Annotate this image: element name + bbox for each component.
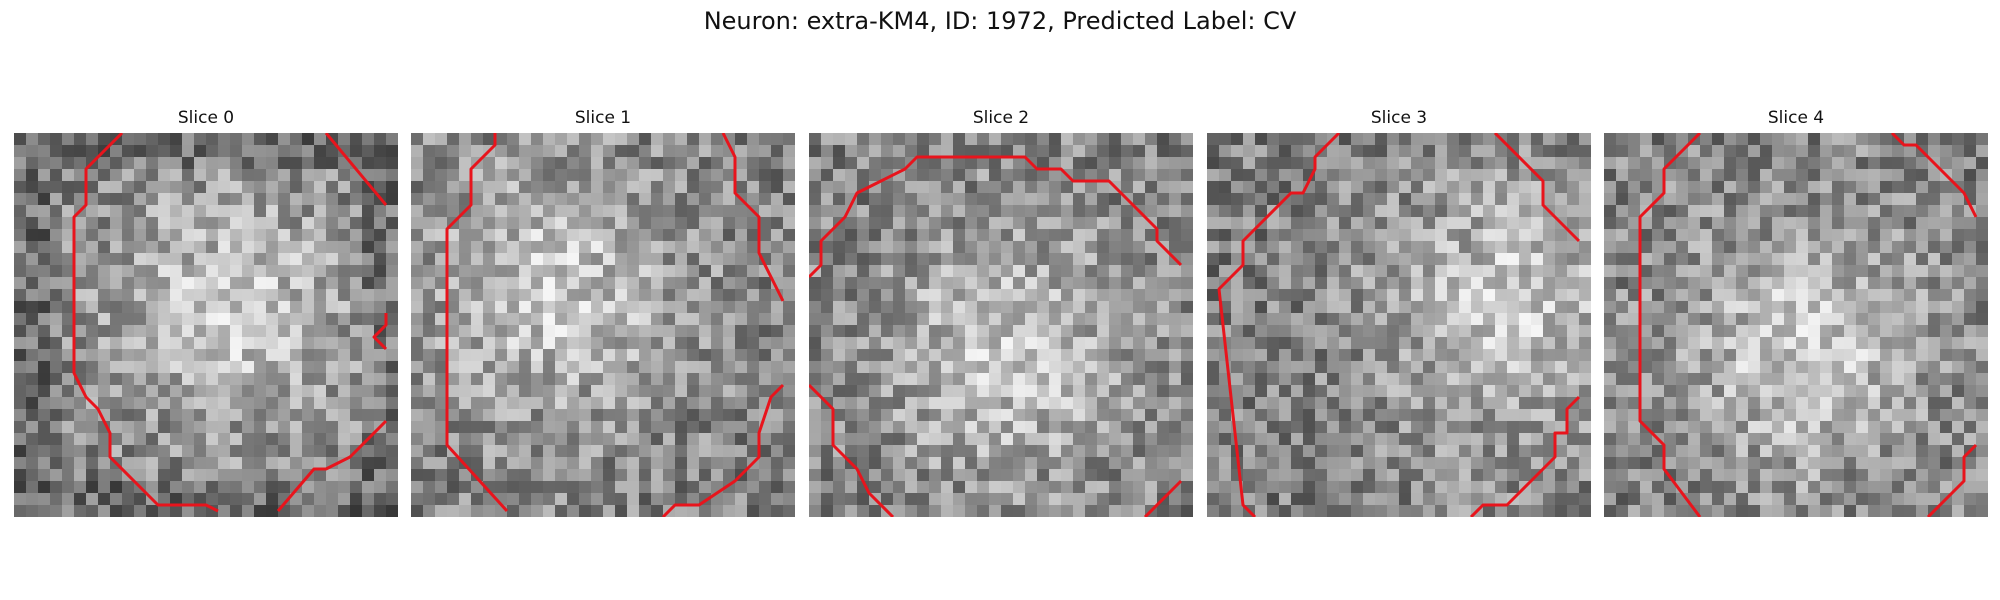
- slice-title: Slice 0: [177, 108, 235, 128]
- pixel-grid: [14, 133, 398, 517]
- contour-line-0: [809, 155, 1183, 279]
- figure-title: Neuron: extra-KM4, ID: 1972, Predicted L…: [703, 7, 1297, 35]
- slice-title: Slice 1: [574, 108, 632, 128]
- pixel-grid: [411, 133, 795, 517]
- contour-line-1: [809, 383, 895, 517]
- slice-title: Slice 3: [1370, 108, 1428, 128]
- contour-line-0: [1217, 133, 1341, 517]
- contour-line-2: [372, 313, 388, 351]
- slice-title: Slice 2: [972, 108, 1030, 128]
- pixel-grid: [1207, 133, 1591, 517]
- contour-line-0: [1638, 133, 1702, 517]
- contour-line-3: [276, 419, 388, 512]
- contour-line-2: [1926, 443, 1978, 517]
- contour-line-0: [72, 133, 219, 513]
- slice-image: [1207, 133, 1591, 517]
- contour-line-1: [324, 133, 388, 206]
- contour-line-1: [1493, 133, 1581, 243]
- contour-line-2: [661, 383, 785, 517]
- contour-line-1: [721, 133, 785, 302]
- contour-line-2: [1469, 395, 1581, 517]
- slice-image: [14, 133, 398, 517]
- pixel-grid: [1604, 133, 1988, 517]
- contour-line-2: [1143, 479, 1183, 517]
- contour-line-0: [445, 133, 509, 513]
- slice-image: [1604, 133, 1988, 517]
- pixel-grid: [809, 133, 1193, 517]
- contour-line-1: [1890, 133, 1978, 218]
- slice-image: [809, 133, 1193, 517]
- slice-image: [411, 133, 795, 517]
- slice-title: Slice 4: [1767, 108, 1825, 128]
